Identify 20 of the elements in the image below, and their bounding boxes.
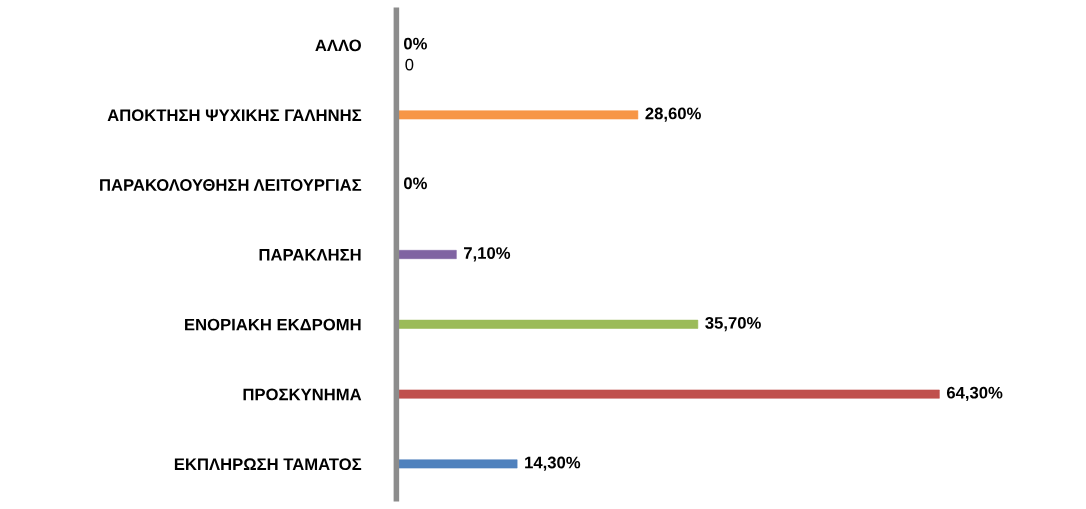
data-label: 28,60% xyxy=(645,107,701,122)
y-tick-label: ΠΡΟΣΚΥΝΗΜΑ xyxy=(243,388,362,401)
y-tick-label: ΠΑΡΑΚΟΛΟΥΘΗΣΗ ΛΕΙΤΟΥΡΓΙΑΣ xyxy=(100,179,362,191)
y-tick-label: ΕΝΟΡΙΑΚΗ ΕΚΔΡΟΜΗ xyxy=(185,318,361,331)
bar xyxy=(396,459,518,469)
data-label: 35,70% xyxy=(705,316,761,332)
bar xyxy=(396,110,639,120)
data-label: 0% xyxy=(403,177,427,190)
y-tick-label: ΑΠΟΚΤΗΣΗ ΨΥΧΙΚΗΣ ΓΑΛΗΝΗΣ xyxy=(107,109,362,122)
data-label: 0% xyxy=(403,37,427,50)
y-tick-label: ΑΛΛΟ xyxy=(315,39,361,52)
annotation: 0 xyxy=(405,58,414,71)
bar xyxy=(396,389,940,399)
data-label: 7,10% xyxy=(464,247,511,262)
data-label: 14,30% xyxy=(525,456,581,471)
data-label: 64,30% xyxy=(946,386,1003,401)
y-tick-label: ΕΚΠΛΗΡΩΣΗ ΤΑΜΑΤΟΣ xyxy=(174,458,362,471)
bar xyxy=(396,319,699,329)
y-tick-label: ΠΑΡΑΚΛΗΣΗ xyxy=(259,249,361,261)
bar xyxy=(396,250,457,259)
